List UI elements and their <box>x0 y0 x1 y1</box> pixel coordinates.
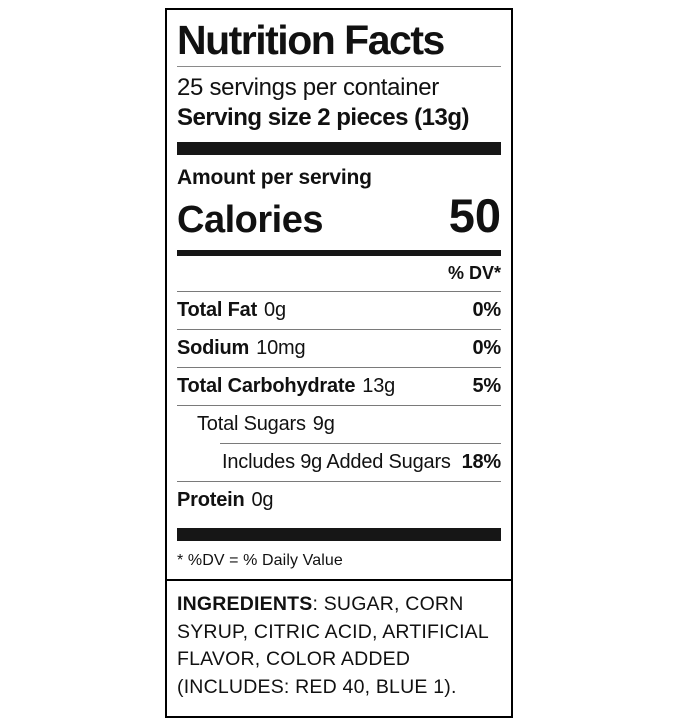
nutrient-name: Total Carbohydrate <box>177 374 356 397</box>
nutrient-amount: 10mg <box>256 336 306 359</box>
nutrient-amount: 0g <box>251 488 274 511</box>
nutrient-row-total-fat: Total Fat 0g 0% <box>177 290 501 329</box>
serving-size: Serving size 2 pieces (13g) <box>177 104 469 132</box>
nutrient-percent: 0% <box>472 336 501 359</box>
nutrient-row-protein: Protein 0g <box>177 480 501 519</box>
nutrient-amount: 0g <box>264 298 286 321</box>
nutrition-facts-title: Nutrition Facts <box>177 17 445 63</box>
nutrient-row-total-carbohydrate: Total Carbohydrate 13g 5% <box>177 366 501 405</box>
nutrient-name: Total Fat <box>177 298 258 321</box>
calories-row: Calories 50 <box>177 192 501 242</box>
servings-per-container: 25 servings per container <box>177 74 439 102</box>
medium-divider-bar <box>177 249 501 256</box>
daily-value-footnote: * %DV = % Daily Value <box>177 551 343 569</box>
nutrient-percent: 5% <box>472 374 501 397</box>
nutrition-label: Nutrition Facts 25 servings per containe… <box>165 8 513 718</box>
calories-value: 50 <box>448 189 501 243</box>
indented-divider <box>220 442 501 444</box>
nutrient-name: Sodium <box>177 336 250 359</box>
nutrient-row-total-sugars: Total Sugars 9g <box>177 404 501 443</box>
nutrient-row-added-sugars: Includes 9g Added Sugars 18% <box>177 444 501 481</box>
nutrient-name: Protein <box>177 488 245 511</box>
nutrient-name: Total Sugars <box>197 412 306 435</box>
nutrient-percent: 18% <box>461 450 502 473</box>
amount-per-serving-label: Amount per serving <box>177 166 372 190</box>
thick-divider-bar-top <box>177 142 501 156</box>
ingredients-label: INGREDIENTS <box>177 592 313 615</box>
title-divider <box>177 66 501 68</box>
nutrient-amount: 9g <box>312 412 335 435</box>
nutrition-facts-box: Nutrition Facts 25 servings per containe… <box>165 8 513 581</box>
ingredients-text: INGREDIENTS: SUGAR, CORN SYRUP, CITRIC A… <box>177 591 501 702</box>
daily-value-header: % DV* <box>447 262 501 283</box>
nutrient-row-sodium: Sodium 10mg 0% <box>177 328 501 367</box>
nutrient-percent: 0% <box>472 298 501 321</box>
ingredients-box: INGREDIENTS: SUGAR, CORN SYRUP, CITRIC A… <box>165 578 513 718</box>
calories-label: Calories <box>177 199 323 242</box>
thick-divider-bar-bottom <box>177 527 501 541</box>
nutrient-name: Includes 9g Added Sugars <box>222 450 451 473</box>
nutrient-amount: 13g <box>362 374 396 397</box>
